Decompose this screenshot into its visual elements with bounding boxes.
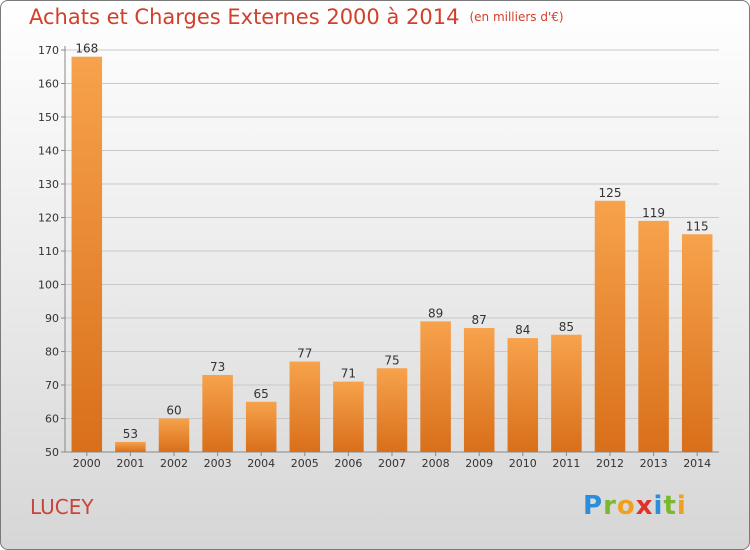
x-tick-label: 2000 bbox=[73, 457, 101, 470]
x-tick-label: 2005 bbox=[291, 457, 319, 470]
bar-2006 bbox=[333, 381, 364, 452]
logo-letter: x bbox=[635, 491, 654, 521]
x-tick-label: 2009 bbox=[465, 457, 493, 470]
logo-letter: r bbox=[603, 491, 617, 521]
chart-subtitle: (en milliers d'€) bbox=[469, 10, 564, 24]
proxiti-logo: Proxiti bbox=[583, 491, 687, 521]
bar-2014 bbox=[681, 234, 713, 452]
chart-title: Achats et Charges Externes 2000 à 2014 (e… bbox=[29, 5, 564, 29]
y-tick-label: 150 bbox=[38, 111, 59, 124]
data-label: 75 bbox=[384, 353, 399, 367]
y-tick-label: 160 bbox=[38, 78, 59, 91]
data-label: 115 bbox=[686, 219, 709, 233]
bar-2004 bbox=[245, 401, 277, 452]
data-label: 125 bbox=[599, 186, 622, 200]
bar-2010 bbox=[507, 338, 539, 452]
data-label: 89 bbox=[428, 306, 443, 320]
y-tick-label: 50 bbox=[45, 446, 59, 459]
y-tick-label: 120 bbox=[38, 212, 59, 225]
x-tick-label: 2010 bbox=[509, 457, 537, 470]
x-tick-label: 2014 bbox=[683, 457, 711, 470]
y-tick-label: 110 bbox=[38, 245, 59, 258]
data-label: 65 bbox=[254, 387, 269, 401]
bars bbox=[71, 56, 713, 452]
data-label: 77 bbox=[297, 347, 312, 361]
y-tick-label: 90 bbox=[45, 312, 59, 325]
bar-2009 bbox=[463, 328, 495, 452]
logo-letter: o bbox=[616, 491, 636, 521]
bar-2000 bbox=[71, 56, 103, 452]
x-tick-labels: 2000 2001 2002 2003 2004 2005 2006 2007 2008 2009… bbox=[73, 457, 711, 470]
location-label: LUCEY bbox=[30, 495, 94, 519]
bar-2013 bbox=[638, 220, 669, 452]
logo-letter: t bbox=[663, 491, 677, 521]
data-label: 119 bbox=[642, 206, 665, 220]
bar-2007 bbox=[376, 368, 408, 452]
logo-letter: i bbox=[653, 491, 664, 521]
bar-2005 bbox=[289, 361, 321, 452]
y-tick-label: 170 bbox=[38, 44, 59, 57]
x-tick-label: 2001 bbox=[116, 457, 144, 470]
data-label: 168 bbox=[75, 42, 98, 56]
y-tick-labels: 50 60 70 80 90 100 110 120 130 140 150 160 170 bbox=[38, 44, 59, 459]
y-tick-label: 70 bbox=[45, 379, 59, 392]
data-label: 73 bbox=[210, 360, 225, 374]
bar-2008 bbox=[420, 321, 451, 452]
bar-2011 bbox=[551, 334, 582, 452]
y-tick-label: 80 bbox=[45, 346, 59, 359]
y-tick-label: 60 bbox=[45, 413, 59, 426]
y-tick-label: 140 bbox=[38, 145, 59, 158]
x-tick-label: 2004 bbox=[247, 457, 275, 470]
bar-2002 bbox=[158, 418, 190, 452]
data-label: 53 bbox=[123, 427, 138, 441]
data-label: 87 bbox=[472, 313, 487, 327]
data-label: 71 bbox=[341, 367, 356, 381]
x-tick-label: 2003 bbox=[204, 457, 232, 470]
logo-letter: i bbox=[676, 491, 687, 521]
x-tick-label: 2007 bbox=[378, 457, 406, 470]
x-tick-label: 2002 bbox=[160, 457, 188, 470]
x-tick-label: 2012 bbox=[596, 457, 624, 470]
y-tick-label: 100 bbox=[38, 279, 59, 292]
data-label: 85 bbox=[559, 320, 574, 334]
data-labels: 168 53 60 73 65 77 71 75 89 87 84 85 125 119 115 bbox=[75, 42, 708, 441]
x-tick-label: 2011 bbox=[552, 457, 580, 470]
x-tick-label: 2008 bbox=[422, 457, 450, 470]
data-label: 84 bbox=[515, 323, 530, 337]
bar-2012 bbox=[594, 200, 626, 452]
x-tick-label: 2013 bbox=[640, 457, 668, 470]
logo-letter: P bbox=[583, 491, 604, 521]
x-tick-label: 2006 bbox=[334, 457, 362, 470]
bar-2003 bbox=[202, 374, 233, 452]
y-tick-label: 130 bbox=[38, 178, 59, 191]
data-label: 60 bbox=[166, 404, 181, 418]
bar-2001 bbox=[115, 441, 146, 452]
